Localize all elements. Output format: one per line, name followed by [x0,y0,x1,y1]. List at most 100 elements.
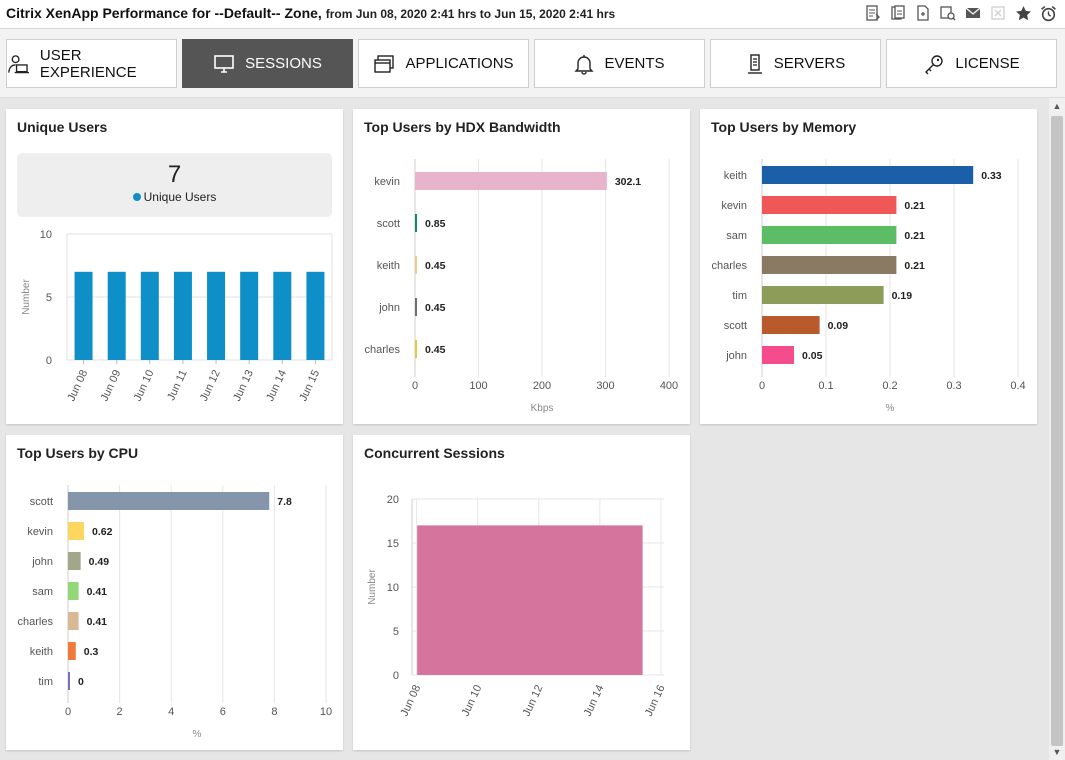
data-label: 0.19 [892,290,913,302]
x-tick-label: 300 [596,380,614,392]
bar [68,612,79,630]
data-label: 0.62 [92,526,113,538]
category-label: kevin [721,200,747,212]
y-tick-label: 20 [387,494,399,506]
tab-servers[interactable]: SERVERS [710,39,881,88]
x-tick-label: 8 [271,706,277,718]
data-label: 0.09 [828,320,849,332]
y-tick-label: 15 [387,538,399,550]
tab-events[interactable]: EVENTS [534,39,705,88]
tab-user-experience[interactable]: USER EXPERIENCE [6,39,177,88]
x-tick-label: Jun 14 [582,683,607,718]
category-label: john [378,302,400,314]
bar [762,286,884,304]
favorite-star-icon[interactable] [1014,4,1032,22]
unique-users-card: Unique Users 7 Unique Users 0 5 10 Number Ju… [6,109,343,424]
tab-sessions[interactable]: SESSIONS [182,39,353,88]
cpu-chart: 0 2 4 6 8 10% scott 7.8 kevin 0.62 john 0.49 sam 0.41… [18,485,332,740]
x-tick-label: 0 [759,380,765,392]
data-label: 0.41 [87,616,108,628]
y-tick-label: 0 [46,355,52,367]
bar [415,298,417,316]
category-label: john [31,556,53,568]
x-tick-label: Jun 10 [132,368,157,403]
unique-users-chart: 0 5 10 Number Jun 08 Jun 09 Jun 10 Jun 11 Jun 12… [21,229,333,403]
x-tick-label: Jun 14 [264,368,289,403]
data-label: 0.41 [87,586,108,598]
data-label: 0.85 [425,218,446,230]
data-label: 302.1 [615,176,641,188]
memory-chart: 0 0.1 0.2 0.3 0.4% keith 0.33 kevin 0.21 sam 0.21 c… [712,159,1026,414]
data-label: 0.05 [802,350,823,362]
bar [107,271,126,360]
scrollbar-thumb[interactable] [1051,116,1063,746]
category-label: kevin [374,176,400,188]
user-laptop-icon [8,54,29,73]
data-label: 0.49 [89,556,110,568]
y-tick-label: 10 [387,582,399,594]
bar [762,196,897,214]
data-label: 7.8 [277,496,292,508]
bar [273,271,292,360]
memory-title: Top Users by Memory [711,119,857,135]
data-label: 0 [78,676,84,688]
alarm-clock-icon[interactable] [1039,4,1057,22]
category-label: charles [365,344,401,356]
export-excel-icon[interactable] [914,4,932,22]
email-icon[interactable] [964,4,982,22]
category-label: keith [377,260,400,272]
tab-applications[interactable]: APPLICATIONS [358,39,529,88]
x-tick-label: Jun 10 [460,683,485,718]
data-label: 0.21 [904,260,925,272]
x-tick-label: Jun 12 [521,683,546,718]
date-range-text: from Jun 08, 2020 2:41 hrs to Jun 15, 20… [325,7,616,21]
unique-users-summary: 7 Unique Users [17,153,332,217]
x-tick-label: Jun 16 [643,683,668,718]
concurrent-sessions-chart: 0 5 10 15 20 Jun 08 Jun 10 Jun 12 Jun 14 Jun 16 Nu… [367,494,668,718]
hdx-bandwidth-card: Top Users by HDX Bandwidth 0 100 200 300 400… [353,109,690,424]
data-label: 0.45 [425,302,446,314]
x-tick-label: Jun 08 [398,683,423,718]
tab-user-experience-label: USER EXPERIENCE [39,46,137,81]
bar [68,582,79,600]
bar [68,672,70,690]
x-axis-label: % [886,403,895,414]
y-tick-label: 0 [393,670,399,682]
tab-sessions-label: SESSIONS [245,55,322,72]
scroll-down-arrow-icon[interactable]: ▼ [1052,747,1062,757]
category-label: john [725,350,747,362]
y-axis-label: Number [367,569,378,605]
x-tick-label: 0.4 [1010,380,1025,392]
data-label: 0.21 [904,200,925,212]
category-label: sam [726,230,747,242]
key-icon [925,54,944,74]
y-axis-label: Number [21,279,32,315]
schedule-report-icon[interactable] [939,4,957,22]
page-title: Citrix XenApp Performance for --Default-… [6,5,615,21]
title-bar: Citrix XenApp Performance for --Default-… [0,0,1065,29]
bar [68,522,84,540]
vertical-scrollbar[interactable]: ▲ ▼ [1049,98,1065,760]
cpu-card: Top Users by CPU 0 2 4 6 8 10% scott 7.8 kevin 0.… [6,435,343,750]
x-tick-label: 0.3 [946,380,961,392]
scroll-up-arrow-icon[interactable]: ▲ [1052,101,1062,111]
bar [415,172,607,190]
category-label: kevin [27,526,53,538]
x-tick-label: 2 [117,706,123,718]
y-tick-label: 10 [40,229,52,241]
category-label: scott [377,218,400,230]
bar [240,271,259,360]
category-label: tim [38,676,53,688]
unique-users-title: Unique Users [17,119,108,135]
x-tick-label: 10 [320,706,332,718]
tab-license[interactable]: LICENSE [886,39,1057,88]
category-label: scott [30,496,53,508]
bar [762,346,794,364]
export-csv-icon[interactable] [889,4,907,22]
x-axis-label: Kbps [531,403,554,414]
x-tick-label: 0.1 [818,380,833,392]
data-label: 0.33 [981,170,1002,182]
bar [68,492,270,510]
export-pdf-icon[interactable] [864,4,882,22]
category-label: charles [712,260,748,272]
